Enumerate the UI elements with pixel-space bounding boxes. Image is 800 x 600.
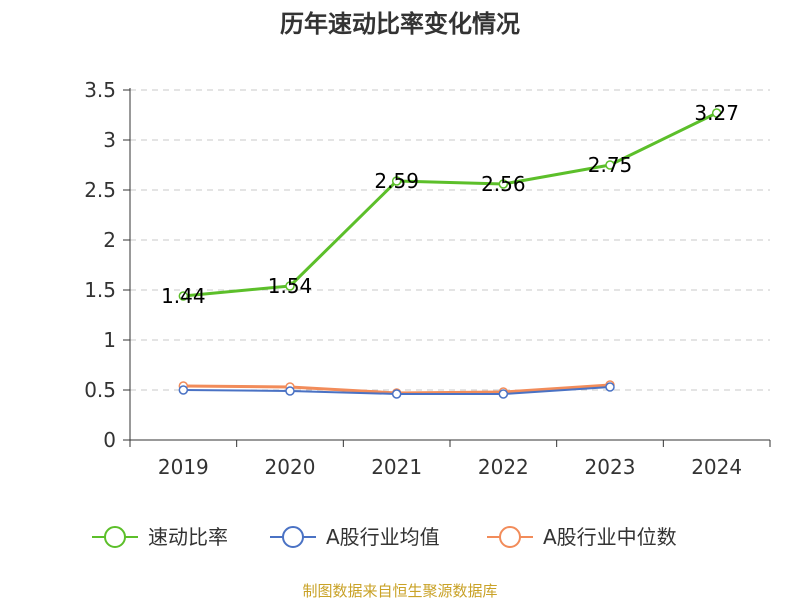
data-point-1[interactable] [285,386,295,396]
x-tick-label: 2023 [585,455,636,479]
series-lines [178,108,722,399]
data-point-0[interactable] [711,108,722,118]
x-tick-label: 2024 [691,455,742,479]
y-tick-label: 2.5 [84,178,116,202]
series-line-0 [183,111,718,298]
data-label: 2.75 [588,153,633,177]
data-point-0[interactable] [285,281,295,291]
legend-marker-1[interactable] [282,526,304,548]
data-point-1[interactable] [498,389,509,399]
legend-label-0[interactable]: 速动比率 [148,525,228,549]
data-label: 3.27 [694,101,739,125]
y-tick-label: 1 [103,328,116,352]
x-tick-label: 2020 [265,455,316,479]
y-tick-label: 3 [103,128,116,152]
y-tick-label: 1.5 [84,278,116,302]
y-tick-label: 2 [103,228,116,252]
chart-title: 历年速动比率变化情况 [280,10,520,38]
data-point-0[interactable] [498,179,509,189]
data-point-1[interactable] [391,389,402,399]
axes: 0 0.5 1 1.5 2 2.5 3 3.5 2019 2020 2021 2022 2023 2024 [84,78,771,479]
data-point-0[interactable] [391,176,402,186]
y-tick-label: 0 [103,428,116,452]
y-tick-label: 3.5 [84,78,116,102]
legend-label-2[interactable]: A股行业中位数 [543,525,677,549]
legend[interactable]: 速动比率 A股行业均值 A股行业中位数 [92,525,677,549]
data-label: 2.56 [481,172,526,196]
data-point-0[interactable] [178,291,189,301]
data-point-1[interactable] [605,382,615,392]
data-labels: 1.44 1.54 2.59 2.56 2.75 3.27 [161,101,739,308]
data-point-1[interactable] [178,385,189,395]
legend-marker-0[interactable] [104,526,126,548]
data-point-0[interactable] [605,160,615,170]
data-label: 1.44 [161,284,206,308]
x-tick-label: 2019 [158,455,209,479]
legend-marker-2[interactable] [499,526,521,548]
legend-label-1[interactable]: A股行业均值 [326,525,440,549]
data-label: 2.59 [374,169,419,193]
x-tick-label: 2022 [478,455,529,479]
y-tick-label: 0.5 [84,378,116,402]
data-label: 1.54 [268,274,313,298]
source-note: 制图数据来自恒生聚源数据库 [302,582,497,600]
x-tick-label: 2021 [371,455,422,479]
